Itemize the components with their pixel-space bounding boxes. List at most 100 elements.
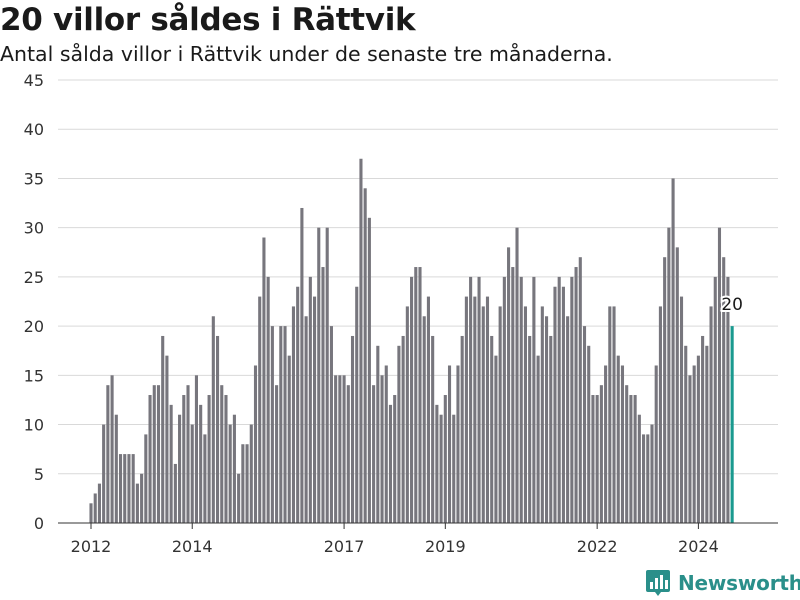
bar <box>502 276 506 523</box>
bar <box>523 306 527 523</box>
bar <box>178 414 182 523</box>
bar <box>173 463 177 523</box>
y-tick-label: 5 <box>34 465 44 484</box>
bar <box>367 217 371 523</box>
chart-subtitle: Antal sålda villor i Rättvik under de se… <box>0 42 613 66</box>
y-tick-label: 10 <box>24 416 44 435</box>
bar <box>258 296 262 523</box>
bar <box>363 188 367 524</box>
bar <box>688 375 692 523</box>
bar <box>291 306 296 523</box>
bar <box>561 286 565 523</box>
bar <box>587 345 591 523</box>
bar <box>110 375 114 523</box>
bar <box>410 276 414 523</box>
bar <box>485 296 490 523</box>
bar <box>342 375 346 523</box>
bar <box>123 454 127 523</box>
bar <box>675 247 679 524</box>
bar <box>317 227 321 524</box>
bar <box>422 316 426 523</box>
newsworthy-brand: Newsworthy <box>645 568 800 598</box>
bar <box>637 414 641 523</box>
bar <box>308 276 312 523</box>
y-tick-label: 30 <box>24 219 44 238</box>
bar <box>456 365 460 523</box>
bar <box>608 306 612 523</box>
highlight-value-label: 20 <box>721 295 743 315</box>
bar <box>182 395 186 523</box>
bar <box>625 385 629 523</box>
bar <box>511 267 515 523</box>
bar <box>304 316 308 523</box>
bar <box>519 276 523 523</box>
bar <box>279 326 283 523</box>
bar <box>528 335 532 523</box>
bar <box>190 424 194 523</box>
bar <box>566 316 570 523</box>
bar <box>557 276 561 523</box>
bar <box>228 424 232 523</box>
bar <box>709 306 713 523</box>
bar <box>578 257 582 523</box>
x-axis: 2012 2014 2017 2019 2022 2024 <box>58 522 778 556</box>
bar <box>671 178 675 523</box>
bar <box>135 483 139 523</box>
bar <box>203 434 207 523</box>
bar <box>629 395 633 523</box>
bar <box>93 493 97 523</box>
x-tick-label: 2014 <box>172 537 213 556</box>
bar <box>127 454 131 523</box>
bar <box>359 158 363 523</box>
bar <box>722 257 726 523</box>
bar <box>393 395 397 523</box>
bar <box>701 335 705 523</box>
bar <box>574 267 578 523</box>
bar <box>494 355 498 523</box>
x-tick-label: 2012 <box>71 537 112 556</box>
bar <box>646 434 650 523</box>
bar <box>283 326 287 523</box>
bar <box>350 335 355 523</box>
chart-title: 20 villor såldes i Rättvik <box>0 2 416 38</box>
bar <box>165 355 169 523</box>
bar <box>372 385 376 523</box>
bar <box>237 473 241 523</box>
bar <box>642 434 646 523</box>
bar <box>549 335 553 523</box>
x-tick-label: 2022 <box>577 537 618 556</box>
bar <box>532 276 536 523</box>
bar <box>498 306 502 523</box>
bar <box>405 306 409 523</box>
bar <box>599 385 603 523</box>
bar <box>199 404 203 523</box>
bar <box>232 414 236 523</box>
bar <box>215 335 220 523</box>
bar <box>692 365 696 523</box>
bar <box>355 286 359 523</box>
bar <box>321 267 325 523</box>
bar <box>148 395 152 523</box>
data-labels: 20 <box>719 293 745 317</box>
bar <box>633 395 637 523</box>
x-tick-label: 2024 <box>678 537 719 556</box>
bar <box>245 444 249 523</box>
bar <box>612 306 616 523</box>
bar <box>131 454 135 523</box>
bar <box>650 424 654 523</box>
bar <box>380 375 384 523</box>
y-tick-label: 45 <box>24 71 44 90</box>
bar <box>431 335 435 523</box>
bar <box>654 365 658 523</box>
bar <box>591 395 595 523</box>
bar <box>726 276 730 523</box>
y-tick-label: 25 <box>24 268 44 287</box>
y-tick-label: 0 <box>34 514 44 533</box>
bar <box>439 414 443 523</box>
bar <box>102 424 106 523</box>
bar <box>224 395 228 523</box>
bar <box>705 345 709 523</box>
bar <box>376 345 380 523</box>
bar <box>397 345 401 523</box>
bar <box>275 385 279 523</box>
